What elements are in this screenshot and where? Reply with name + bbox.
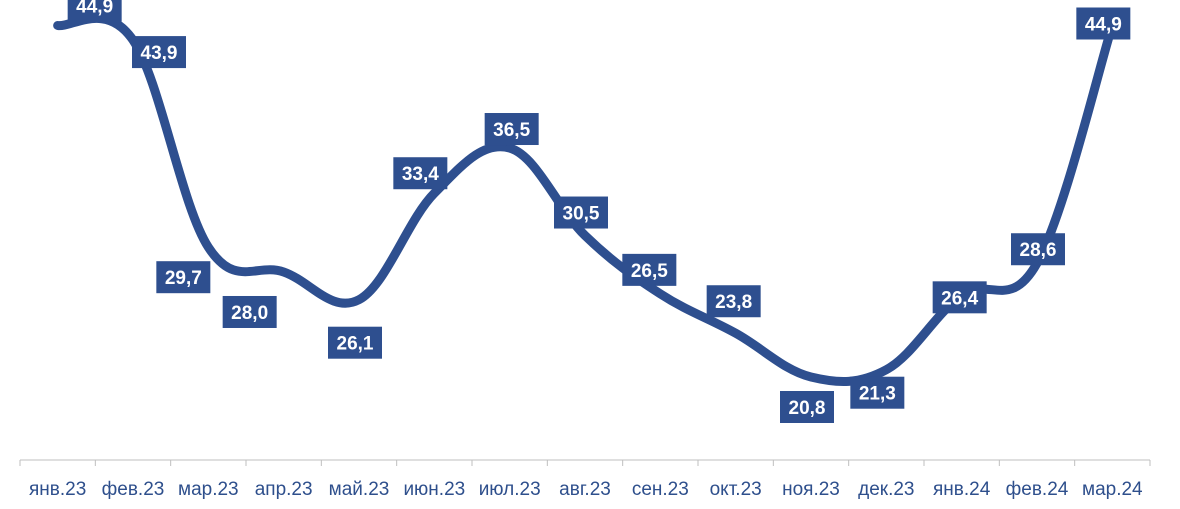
data-label-box (156, 261, 211, 294)
data-label-box (932, 281, 987, 314)
data-label-text: 26,1 (337, 334, 374, 355)
data-label-text: 43,9 (141, 43, 178, 64)
data-label-box (554, 196, 608, 229)
data-label: 26,5 (622, 253, 677, 286)
data-label-box (222, 295, 277, 328)
data-label-text: 44,9 (1085, 15, 1122, 36)
data-label-text: 26,4 (941, 288, 978, 309)
x-tick-label: авг.23 (559, 479, 611, 500)
data-point (581, 231, 589, 240)
x-tick-label: янв.23 (29, 479, 86, 500)
x-tick-label: апр.23 (255, 479, 313, 500)
x-tick-label: окт.23 (710, 479, 762, 500)
data-label-text: 21,3 (859, 384, 896, 405)
x-tick-label: сен.23 (632, 479, 689, 500)
data-label-text: 23,8 (715, 292, 752, 313)
data-point (882, 365, 891, 374)
x-tick-label: мар.24 (1082, 479, 1143, 500)
data-point (53, 21, 62, 30)
data-label: 23,8 (706, 285, 761, 318)
data-label-text: 28,6 (1020, 240, 1057, 261)
data-label: 43,9 (132, 36, 186, 69)
data-point (204, 243, 213, 252)
data-label-text: 29,7 (165, 268, 202, 289)
data-label-box (132, 36, 186, 69)
data-label: 28,6 (1011, 233, 1065, 266)
x-tick-label: дек.23 (858, 479, 914, 500)
data-label-text: 30,5 (563, 204, 600, 225)
data-label-box (484, 113, 539, 146)
data-label: 29,7 (156, 261, 211, 294)
data-point (505, 144, 514, 153)
data-label-box (393, 157, 448, 190)
x-tick-label: май.23 (329, 479, 390, 500)
x-tick-label: фев.24 (1006, 479, 1069, 500)
data-label-box (622, 253, 677, 286)
data-point (731, 329, 740, 338)
data-point (807, 373, 815, 381)
data-label-text: 20,8 (789, 398, 826, 419)
data-label-text: 28,0 (231, 303, 268, 324)
data-label: 21,3 (850, 376, 905, 409)
data-label-box (706, 285, 761, 318)
data-label: 44,9 (1076, 7, 1131, 40)
data-label-text: 26,5 (631, 261, 668, 282)
x-tick-label: фев.23 (102, 479, 165, 500)
data-label-text: 33,4 (402, 164, 439, 185)
data-label-box (67, 0, 122, 22)
x-axis-labels: янв.23 фев.23 мар.23 апр.23 май.23 июн.23 июл.… (29, 479, 1143, 500)
data-label-text: 44,9 (76, 0, 113, 18)
data-label-box (1011, 233, 1065, 266)
data-label-box (328, 326, 382, 359)
data-label: 36,5 (484, 113, 539, 146)
x-tick-label: ноя.23 (782, 479, 840, 500)
data-label: 44,9 (67, 0, 122, 22)
data-label-text: 36,5 (493, 120, 530, 141)
data-label: 20,8 (780, 391, 834, 423)
data-label: 26,1 (328, 326, 382, 359)
x-tick-label: июл.23 (479, 479, 541, 500)
data-label-box (1076, 7, 1131, 40)
data-point (656, 289, 665, 298)
x-tick-label: мар.23 (178, 479, 239, 500)
data-point (355, 295, 363, 304)
data-point (279, 267, 288, 276)
data-point (430, 189, 439, 198)
data-label: 30,5 (554, 196, 608, 229)
data-label: 33,4 (393, 157, 448, 190)
x-tick-label: июн.23 (403, 479, 465, 500)
data-label: 28,0 (222, 295, 277, 328)
data-label-box (780, 391, 834, 423)
data-labels: 44,9 43,9 29,7 28,0 26,1 33,4 36,5 30,5 26,5 23,8… (67, 0, 1131, 423)
data-label-box (850, 376, 905, 409)
data-label: 26,4 (932, 281, 987, 314)
x-tick-label: янв.24 (933, 479, 991, 500)
x-axis-ticks (19, 460, 1151, 466)
